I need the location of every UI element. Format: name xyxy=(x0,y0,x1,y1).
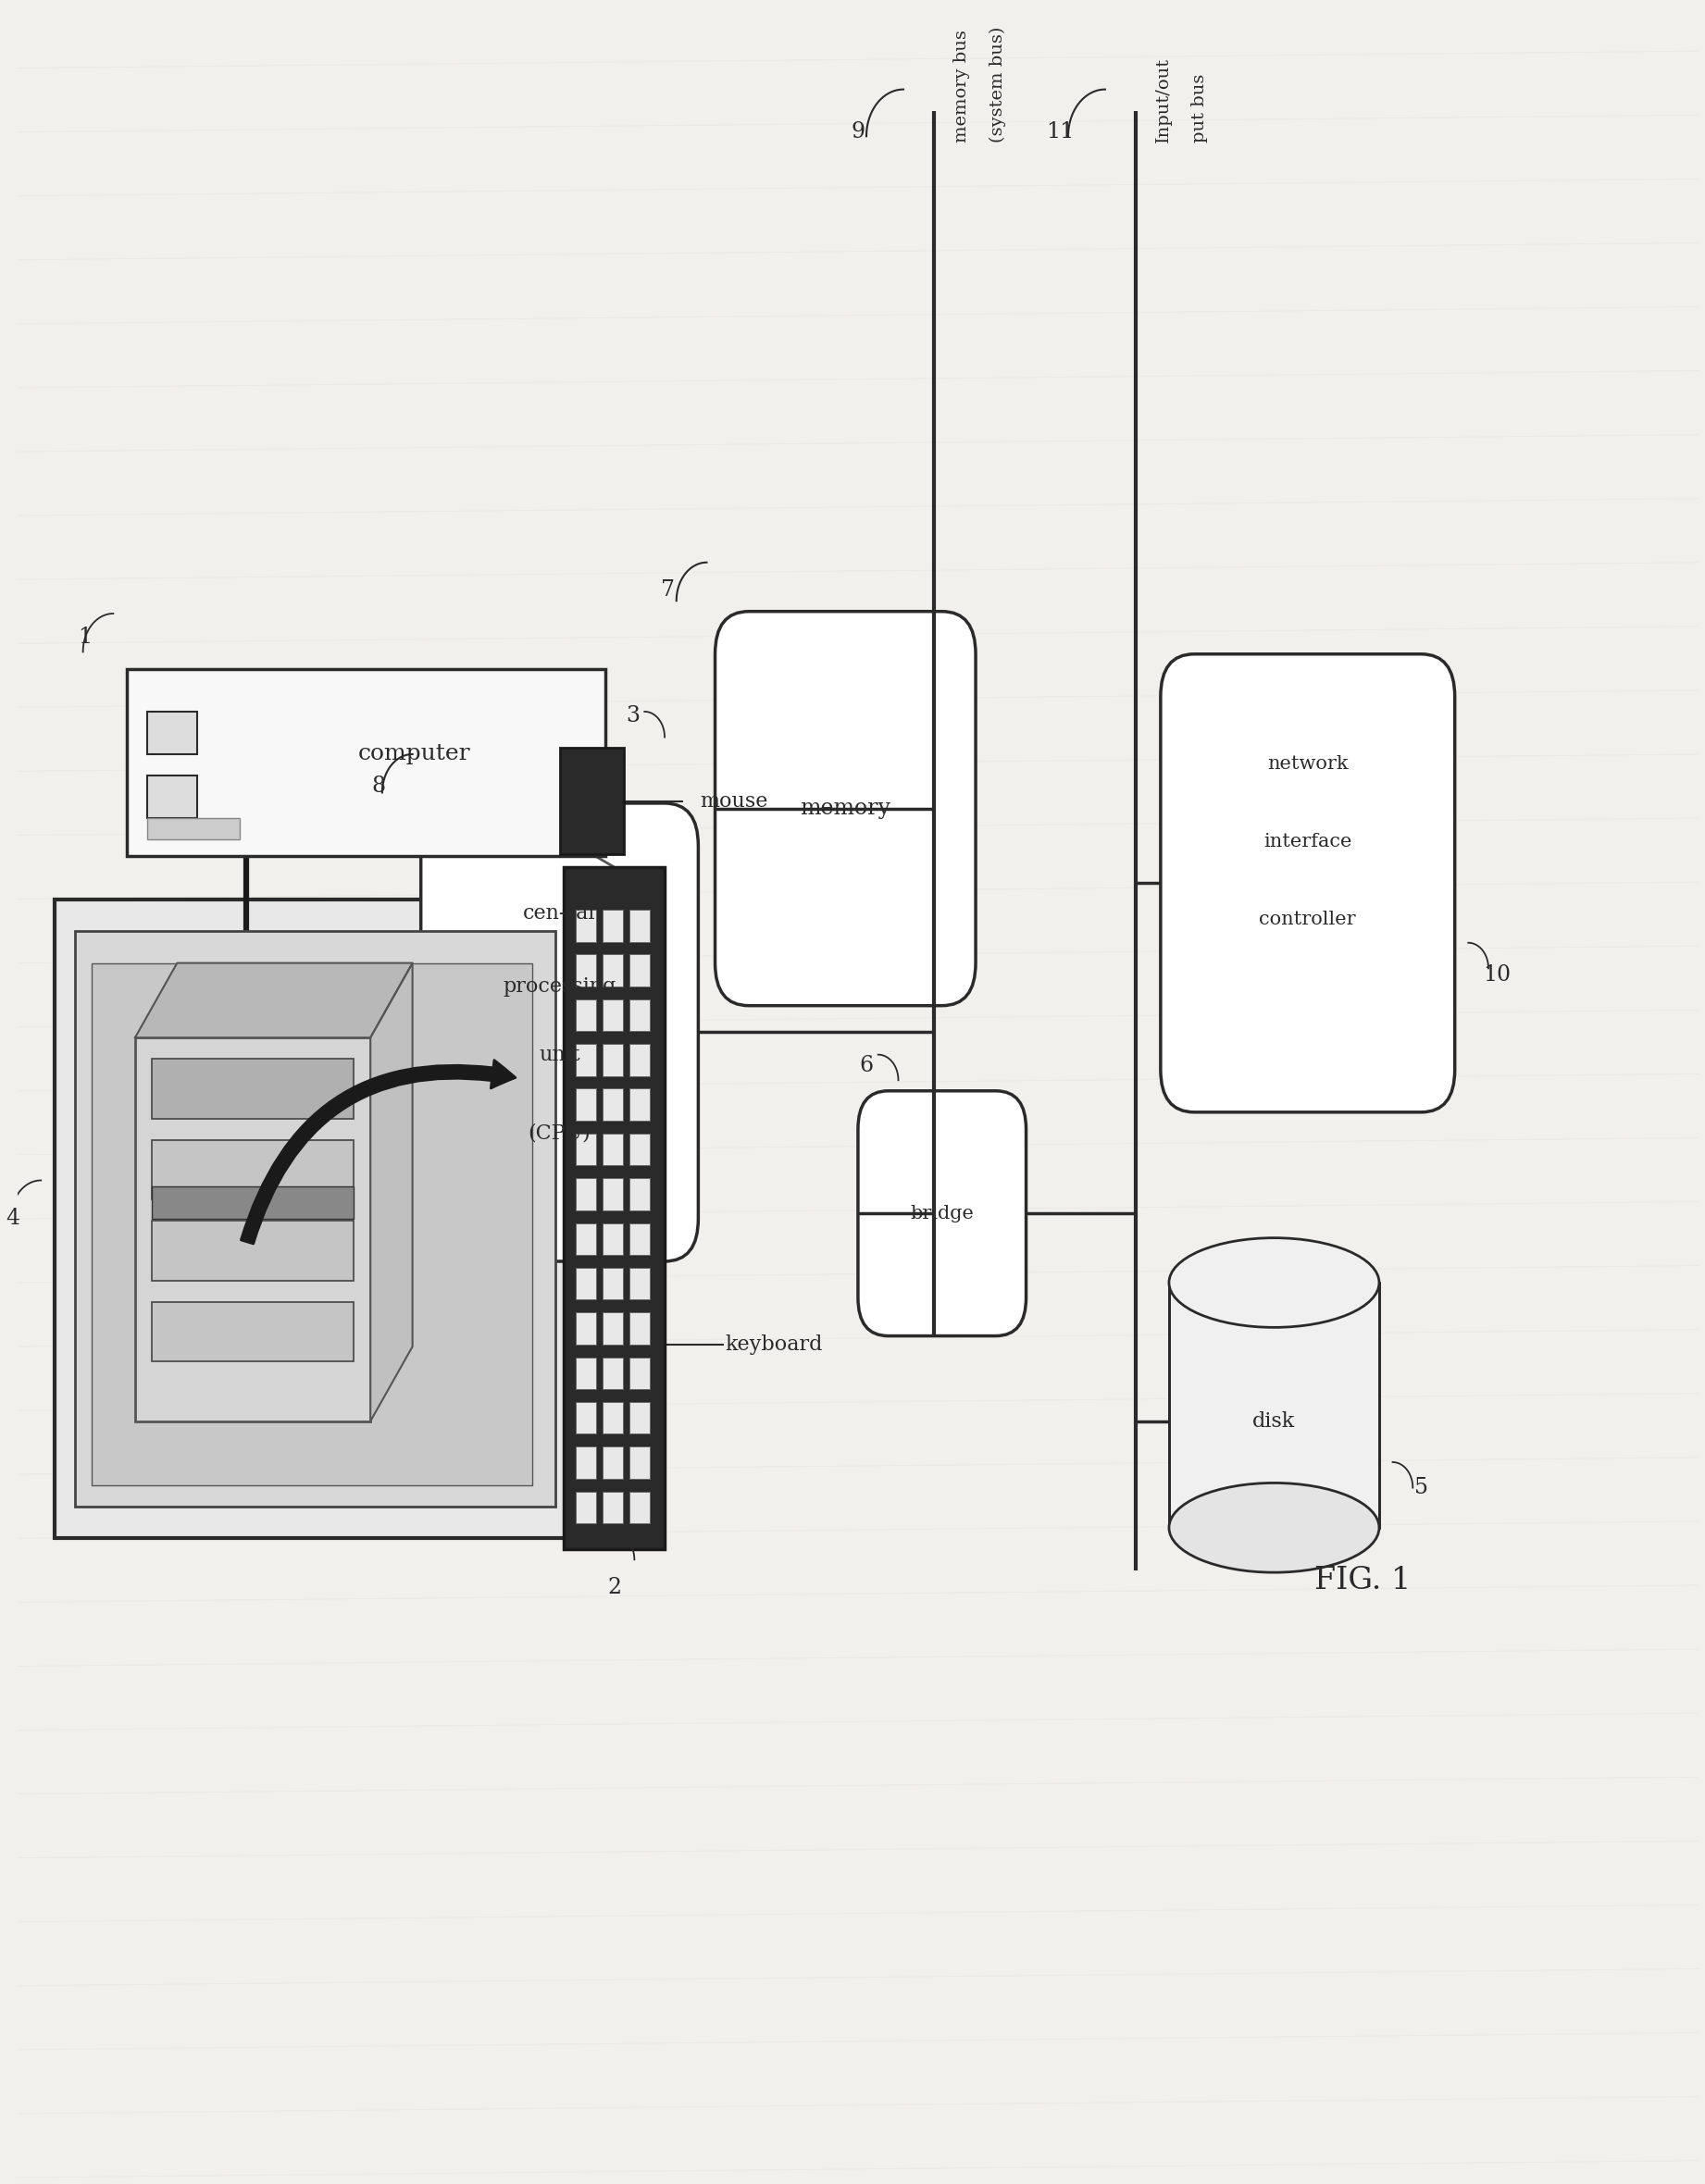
FancyBboxPatch shape xyxy=(602,1267,622,1299)
Text: processing: processing xyxy=(503,976,616,996)
FancyBboxPatch shape xyxy=(602,1044,622,1077)
FancyBboxPatch shape xyxy=(629,1446,650,1479)
FancyBboxPatch shape xyxy=(147,775,198,819)
FancyBboxPatch shape xyxy=(152,1186,353,1219)
FancyBboxPatch shape xyxy=(602,1313,622,1345)
Text: 5: 5 xyxy=(1413,1476,1429,1498)
FancyBboxPatch shape xyxy=(602,911,622,941)
FancyBboxPatch shape xyxy=(152,1059,353,1118)
FancyBboxPatch shape xyxy=(576,1402,595,1435)
Text: keyboard: keyboard xyxy=(725,1334,824,1354)
FancyBboxPatch shape xyxy=(92,963,532,1485)
FancyBboxPatch shape xyxy=(602,1177,622,1210)
Text: disk: disk xyxy=(1253,1411,1296,1433)
FancyBboxPatch shape xyxy=(564,867,665,1548)
Text: 4: 4 xyxy=(5,1208,19,1230)
Text: memory bus: memory bus xyxy=(953,31,970,142)
FancyBboxPatch shape xyxy=(629,1000,650,1031)
FancyBboxPatch shape xyxy=(629,1090,650,1120)
FancyBboxPatch shape xyxy=(1161,653,1454,1112)
FancyBboxPatch shape xyxy=(135,1037,370,1422)
FancyBboxPatch shape xyxy=(602,1090,622,1120)
FancyBboxPatch shape xyxy=(75,930,556,1507)
FancyBboxPatch shape xyxy=(421,804,699,1262)
FancyBboxPatch shape xyxy=(629,1044,650,1077)
FancyBboxPatch shape xyxy=(602,1000,622,1031)
FancyBboxPatch shape xyxy=(629,1267,650,1299)
Text: put bus: put bus xyxy=(1190,74,1207,142)
Polygon shape xyxy=(370,963,413,1422)
Text: memory: memory xyxy=(800,797,890,819)
FancyBboxPatch shape xyxy=(147,819,239,839)
FancyBboxPatch shape xyxy=(576,1267,595,1299)
FancyBboxPatch shape xyxy=(576,1492,595,1524)
Text: 1: 1 xyxy=(78,627,92,649)
Text: 11: 11 xyxy=(1045,122,1074,142)
FancyBboxPatch shape xyxy=(576,1000,595,1031)
FancyBboxPatch shape xyxy=(576,1044,595,1077)
Text: bridge: bridge xyxy=(910,1206,974,1223)
Text: cen­ral: cen­ral xyxy=(523,902,597,924)
FancyBboxPatch shape xyxy=(561,747,624,854)
Text: 6: 6 xyxy=(859,1055,873,1077)
Text: 2: 2 xyxy=(607,1577,621,1599)
FancyBboxPatch shape xyxy=(576,954,595,987)
FancyBboxPatch shape xyxy=(714,612,975,1005)
FancyBboxPatch shape xyxy=(629,1313,650,1345)
FancyBboxPatch shape xyxy=(55,900,576,1538)
Text: 8: 8 xyxy=(372,775,385,797)
FancyBboxPatch shape xyxy=(629,1223,650,1256)
FancyBboxPatch shape xyxy=(576,1446,595,1479)
FancyBboxPatch shape xyxy=(1170,1282,1379,1527)
FancyBboxPatch shape xyxy=(629,1356,650,1389)
Text: interface: interface xyxy=(1263,832,1352,852)
Text: controller: controller xyxy=(1260,911,1355,928)
Text: (CPU): (CPU) xyxy=(529,1123,592,1142)
FancyBboxPatch shape xyxy=(126,668,605,856)
FancyBboxPatch shape xyxy=(576,1356,595,1389)
FancyBboxPatch shape xyxy=(576,1090,595,1120)
FancyBboxPatch shape xyxy=(576,1177,595,1210)
FancyArrowPatch shape xyxy=(240,1059,515,1243)
Text: 9: 9 xyxy=(851,122,864,142)
FancyBboxPatch shape xyxy=(152,1302,353,1361)
FancyBboxPatch shape xyxy=(576,1313,595,1345)
Text: mouse: mouse xyxy=(699,791,767,810)
FancyBboxPatch shape xyxy=(602,1402,622,1435)
FancyBboxPatch shape xyxy=(602,954,622,987)
FancyBboxPatch shape xyxy=(629,1133,650,1166)
FancyBboxPatch shape xyxy=(602,1223,622,1256)
FancyBboxPatch shape xyxy=(602,1133,622,1166)
Text: 7: 7 xyxy=(662,579,675,601)
FancyBboxPatch shape xyxy=(629,911,650,941)
FancyBboxPatch shape xyxy=(152,1140,353,1199)
FancyBboxPatch shape xyxy=(629,1402,650,1435)
Text: FIG. 1: FIG. 1 xyxy=(1315,1566,1410,1597)
FancyBboxPatch shape xyxy=(602,1492,622,1524)
FancyBboxPatch shape xyxy=(629,1492,650,1524)
FancyBboxPatch shape xyxy=(629,954,650,987)
Text: (system bus): (system bus) xyxy=(989,26,1006,142)
FancyBboxPatch shape xyxy=(602,1446,622,1479)
Polygon shape xyxy=(135,963,413,1037)
FancyBboxPatch shape xyxy=(576,1223,595,1256)
Text: 3: 3 xyxy=(626,705,639,727)
Text: Input/out: Input/out xyxy=(1156,57,1173,142)
Ellipse shape xyxy=(1170,1238,1379,1328)
FancyBboxPatch shape xyxy=(629,1177,650,1210)
FancyBboxPatch shape xyxy=(576,1133,595,1166)
Text: unit: unit xyxy=(539,1044,580,1066)
FancyBboxPatch shape xyxy=(602,1356,622,1389)
FancyBboxPatch shape xyxy=(152,1221,353,1280)
FancyBboxPatch shape xyxy=(858,1090,1026,1337)
FancyBboxPatch shape xyxy=(576,911,595,941)
Text: network: network xyxy=(1267,756,1349,773)
Text: 10: 10 xyxy=(1483,963,1511,985)
FancyBboxPatch shape xyxy=(147,712,198,753)
Ellipse shape xyxy=(1170,1483,1379,1572)
Text: computer: computer xyxy=(358,743,471,764)
